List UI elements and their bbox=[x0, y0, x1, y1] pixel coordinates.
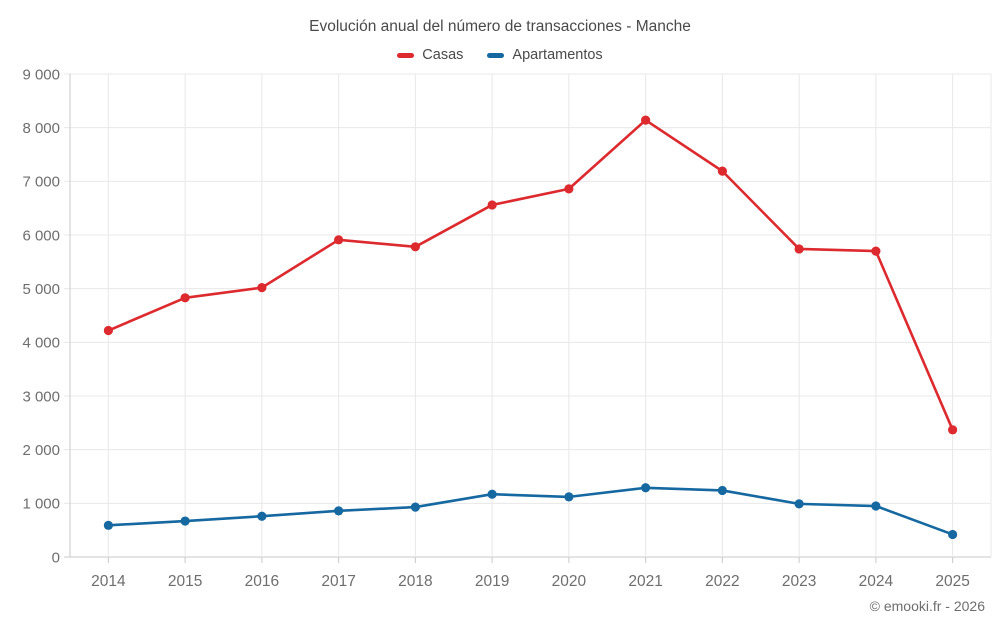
data-point-apartamentos-2014[interactable] bbox=[103, 520, 113, 530]
copyright-text: © emooki.fr - 2026 bbox=[869, 598, 985, 614]
data-point-apartamentos-2023[interactable] bbox=[794, 499, 804, 509]
x-tick-label: 2022 bbox=[705, 573, 739, 590]
data-point-apartamentos-2019[interactable] bbox=[487, 489, 497, 499]
y-tick-label: 0 bbox=[52, 549, 60, 566]
legend-swatch-apartamentos-icon bbox=[487, 52, 505, 58]
y-tick-label: 1 000 bbox=[22, 496, 60, 513]
data-point-apartamentos-2015[interactable] bbox=[180, 516, 190, 526]
legend-swatch-casas-icon bbox=[397, 52, 415, 58]
data-point-casas-2020[interactable] bbox=[564, 184, 574, 194]
data-point-casas-2015[interactable] bbox=[180, 293, 190, 303]
data-point-apartamentos-2017[interactable] bbox=[334, 506, 344, 516]
legend-label-apartamentos: Apartamentos bbox=[512, 47, 603, 63]
data-point-casas-2025[interactable] bbox=[948, 425, 958, 435]
x-tick-label: 2016 bbox=[245, 573, 279, 590]
data-point-casas-2022[interactable] bbox=[717, 166, 727, 176]
x-tick-label: 2019 bbox=[475, 573, 509, 590]
data-point-apartamentos-2020[interactable] bbox=[564, 492, 574, 502]
data-point-casas-2021[interactable] bbox=[641, 115, 651, 125]
x-tick-label: 2018 bbox=[398, 573, 432, 590]
x-tick-label: 2021 bbox=[628, 573, 662, 590]
data-point-casas-2016[interactable] bbox=[257, 282, 267, 293]
x-tick-label: 2015 bbox=[168, 573, 202, 590]
data-point-apartamentos-2016[interactable] bbox=[257, 511, 267, 521]
data-point-casas-2023[interactable] bbox=[794, 244, 804, 254]
series-line-apartamentos bbox=[107, 486, 954, 536]
x-tick-label: 2014 bbox=[91, 573, 126, 590]
data-point-casas-2024[interactable] bbox=[871, 246, 881, 256]
data-point-casas-2018[interactable] bbox=[410, 242, 420, 252]
x-tick-label: 2020 bbox=[552, 573, 587, 590]
data-point-apartamentos-2025[interactable] bbox=[948, 529, 958, 540]
legend-item-apartamentos[interactable]: Apartamentos bbox=[487, 47, 603, 63]
data-point-apartamentos-2021[interactable] bbox=[641, 483, 651, 493]
x-tick-label: 2023 bbox=[782, 573, 816, 590]
y-tick-label: 8 000 bbox=[22, 120, 60, 137]
legend-item-casas[interactable]: Casas bbox=[397, 47, 463, 63]
x-tick-label: 2017 bbox=[321, 573, 355, 590]
chart-title: Evolución anual del número de transaccio… bbox=[309, 18, 691, 35]
y-tick-label: 6 000 bbox=[22, 227, 60, 244]
x-tick-label: 2024 bbox=[859, 573, 894, 590]
data-point-apartamentos-2022[interactable] bbox=[717, 485, 727, 496]
series-line-casas bbox=[107, 118, 954, 432]
y-tick-label: 3 000 bbox=[22, 388, 60, 405]
y-tick-label: 4 000 bbox=[22, 335, 60, 352]
chart-legend: Casas Apartamentos bbox=[0, 47, 1000, 63]
y-tick-label: 5 000 bbox=[22, 281, 60, 298]
legend-label-casas: Casas bbox=[422, 47, 464, 63]
data-point-casas-2014[interactable] bbox=[103, 325, 113, 336]
data-point-apartamentos-2018[interactable] bbox=[410, 502, 420, 512]
y-tick-label: 7 000 bbox=[22, 174, 60, 191]
data-point-casas-2017[interactable] bbox=[334, 235, 344, 245]
x-tick-label: 2025 bbox=[935, 573, 969, 590]
data-point-apartamentos-2024[interactable] bbox=[871, 501, 881, 511]
y-tick-label: 9 000 bbox=[22, 66, 60, 83]
y-tick-label: 2 000 bbox=[22, 442, 60, 459]
data-point-casas-2019[interactable] bbox=[487, 200, 497, 210]
